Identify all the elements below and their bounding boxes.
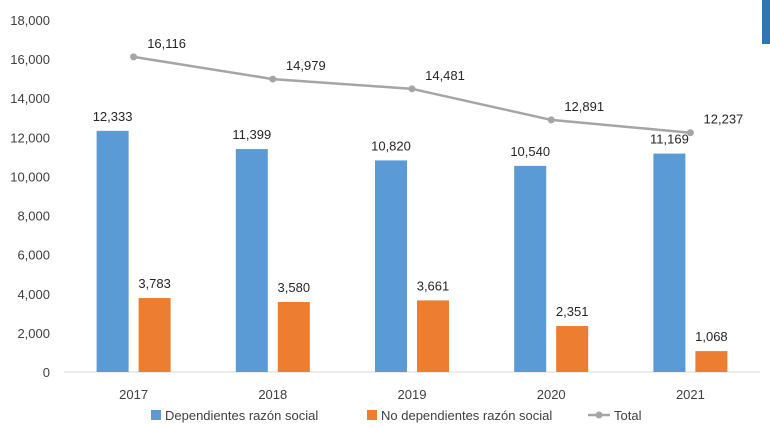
- legend-label: Dependientes razón social: [165, 408, 318, 423]
- total-data-label: 12,237: [704, 112, 744, 127]
- y-tick-label: 18,000: [10, 13, 50, 28]
- bar-data-label: 3,661: [417, 278, 450, 293]
- y-tick-label: 0: [43, 365, 50, 380]
- bar: [235, 149, 268, 372]
- bar: [277, 301, 310, 372]
- y-tick-label: 16,000: [10, 52, 50, 67]
- bar: [138, 298, 171, 372]
- total-data-label: 14,979: [286, 58, 326, 73]
- legend-label: Total: [614, 408, 642, 423]
- x-tick-label: 2017: [119, 387, 148, 402]
- legend-line-marker: [595, 411, 603, 419]
- bar-data-label: 11,169: [650, 132, 689, 147]
- bar: [96, 130, 129, 372]
- x-tick-label: 2018: [258, 387, 287, 402]
- bar: [514, 165, 547, 372]
- y-tick-label: 2,000: [17, 326, 50, 341]
- y-tick-label: 6,000: [17, 248, 50, 263]
- bar-data-label: 1,068: [695, 329, 728, 344]
- bar: [417, 300, 449, 372]
- total-line: [130, 53, 694, 137]
- data-labels: 12,333 3,783 11,399 3,580 10,820 3,661 10,540 2…: [93, 36, 744, 344]
- total-data-label: 16,116: [147, 36, 186, 51]
- total-data-label: 12,891: [564, 99, 604, 114]
- x-axis: 2017 2018 2019 2020 2021: [64, 371, 760, 402]
- legend-swatch: [151, 410, 161, 420]
- legend: Dependientes razón social No dependientes…: [151, 408, 642, 423]
- total-point: [269, 75, 277, 83]
- bar: [653, 153, 686, 372]
- total-data-label: 14,481: [425, 68, 465, 83]
- x-tick-label: 2019: [398, 387, 427, 402]
- legend-swatch: [367, 410, 377, 420]
- total-point: [130, 53, 138, 61]
- total-line-path: [133, 55, 691, 134]
- bar-data-label: 3,580: [278, 280, 311, 295]
- total-point: [547, 116, 555, 124]
- y-tick-label: 8,000: [17, 209, 50, 224]
- bar-data-label: 3,783: [138, 276, 171, 291]
- bar: [375, 160, 407, 372]
- bars: [96, 130, 728, 372]
- corner-accent: [762, 0, 770, 44]
- y-tick-label: 12,000: [10, 130, 50, 145]
- legend-label: No dependientes razón social: [381, 408, 552, 423]
- bar-data-label: 12,333: [93, 109, 133, 124]
- bar: [695, 351, 728, 372]
- bar-data-label: 11,399: [232, 127, 271, 142]
- y-tick-label: 10,000: [10, 169, 50, 184]
- y-tick-label: 14,000: [10, 91, 50, 106]
- bar-data-label: 10,540: [510, 144, 550, 159]
- bar-data-label: 2,351: [556, 304, 589, 319]
- x-tick-label: 2020: [537, 387, 566, 402]
- y-axis: 0 2,000 4,000 6,000 8,000 10,000 12,000 14,000 1…: [10, 13, 50, 380]
- total-point: [686, 129, 694, 137]
- x-tick-label: 2021: [676, 387, 705, 402]
- total-point: [408, 85, 416, 93]
- y-tick-label: 4,000: [17, 287, 50, 302]
- bar-data-label: 10,820: [371, 138, 411, 153]
- bar: [556, 326, 589, 372]
